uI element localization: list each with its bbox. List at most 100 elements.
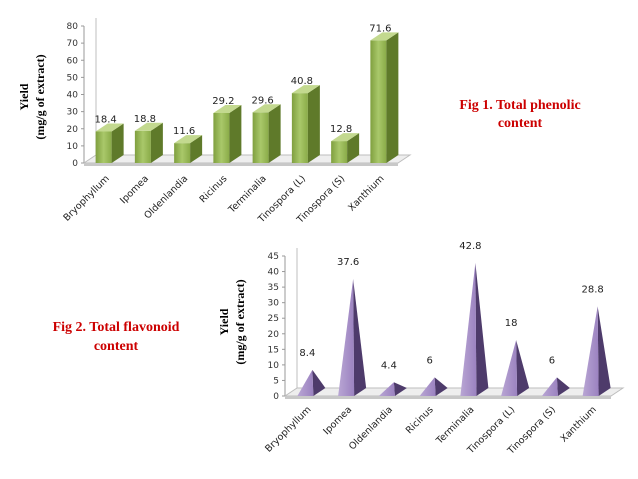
pyramid bbox=[297, 369, 314, 396]
chart2-ylabel-line1: Yield bbox=[217, 308, 231, 335]
category-label: Ipomea bbox=[118, 173, 151, 206]
pyramid bbox=[541, 377, 558, 396]
bar-side bbox=[150, 122, 163, 163]
pyramid-side bbox=[516, 340, 530, 396]
data-label: 8.4 bbox=[299, 348, 315, 359]
y-tick-label: 5 bbox=[273, 376, 279, 386]
bar-side bbox=[386, 32, 399, 164]
y-tick-label: 35 bbox=[268, 283, 279, 293]
category-label: Bryophyllum bbox=[61, 173, 111, 223]
chart-floor-edge bbox=[84, 163, 398, 166]
data-label: 6 bbox=[426, 355, 432, 366]
chart1-title-line2: content bbox=[498, 116, 543, 131]
chart2-pyramids bbox=[297, 262, 611, 396]
category-label: Ricinus bbox=[404, 404, 436, 436]
pyramid-side bbox=[393, 382, 407, 396]
y-tick-label: 20 bbox=[67, 125, 79, 135]
bar-top bbox=[370, 32, 399, 41]
bar bbox=[291, 93, 308, 163]
data-label: 37.6 bbox=[337, 257, 359, 268]
chart2-data-labels: 8.4 37.6 4.4 6 42.8 18 6 28.8 bbox=[299, 241, 603, 371]
data-label: 29.6 bbox=[251, 95, 273, 106]
pyramid bbox=[582, 306, 599, 396]
chart2-plot-area bbox=[283, 248, 625, 399]
y-tick-label: 45 bbox=[268, 252, 279, 262]
category-label: Xanthium bbox=[558, 404, 598, 444]
y-tick-label: 15 bbox=[268, 345, 279, 355]
data-label: 28.8 bbox=[581, 284, 603, 295]
chart1-data-labels: 18.4 18.8 11.6 29.2 29.6 40.8 12.8 71.6 bbox=[94, 23, 391, 137]
pyramid bbox=[501, 340, 518, 396]
chart2-ylabel-line2: (mg/g of extract) bbox=[233, 279, 247, 364]
data-label: 71.6 bbox=[369, 23, 391, 34]
chart-floor bbox=[283, 387, 625, 397]
bar bbox=[95, 131, 112, 163]
y-tick-label: 30 bbox=[67, 108, 79, 118]
data-label: 29.2 bbox=[212, 96, 234, 107]
bar bbox=[370, 40, 387, 164]
chart2-y-axis: 0 5 10 15 20 25 30 35 40 45 bbox=[268, 252, 285, 402]
category-label: Oldenlandia bbox=[347, 404, 395, 452]
bar bbox=[213, 112, 230, 163]
pyramid-side bbox=[434, 377, 448, 396]
bar-side bbox=[229, 104, 242, 163]
y-tick-label: 0 bbox=[273, 392, 279, 402]
bar-top bbox=[291, 85, 320, 94]
bar-side bbox=[347, 133, 360, 163]
bar-side bbox=[268, 104, 281, 163]
bar-top bbox=[331, 133, 360, 142]
y-tick-label: 60 bbox=[67, 56, 79, 66]
y-tick-label: 80 bbox=[67, 22, 79, 32]
chart-floor-edge bbox=[285, 396, 611, 399]
data-label: 11.6 bbox=[173, 126, 195, 137]
pyramid bbox=[460, 262, 477, 396]
bar-side bbox=[307, 85, 320, 163]
y-tick-label: 10 bbox=[67, 142, 79, 152]
y-tick-label: 20 bbox=[268, 330, 280, 340]
category-label: Bryophyllum bbox=[263, 404, 313, 454]
data-label: 18.4 bbox=[94, 114, 116, 125]
pyramid-side bbox=[597, 306, 611, 396]
pyramid-side bbox=[475, 262, 489, 396]
data-label: 42.8 bbox=[459, 241, 481, 252]
data-label: 40.8 bbox=[291, 76, 313, 87]
flavonoid-pyramid-chart: 0 5 10 15 20 25 30 35 40 45 8.4 37.6 4.4 6 42.8 18 6 28.… bbox=[53, 241, 625, 457]
category-label: Ipomea bbox=[321, 404, 354, 437]
data-label: 18.8 bbox=[134, 114, 156, 125]
y-tick-label: 70 bbox=[67, 39, 79, 49]
bar-side bbox=[111, 123, 124, 163]
phenolic-bar-chart: 0 10 20 30 40 50 60 70 80 18.4 18.8 11.6 29.2 29.6 40… bbox=[17, 18, 581, 226]
data-label: 6 bbox=[549, 355, 555, 366]
bar bbox=[331, 141, 348, 163]
bar bbox=[134, 130, 151, 163]
chart1-y-axis: 0 10 20 30 40 50 60 70 80 bbox=[67, 22, 84, 169]
chart2-title-line2: content bbox=[94, 339, 139, 354]
data-label: 12.8 bbox=[330, 124, 352, 135]
bar bbox=[174, 143, 191, 163]
bar-top bbox=[213, 104, 242, 113]
y-tick-label: 40 bbox=[67, 91, 79, 101]
bar-top bbox=[252, 104, 281, 113]
pyramid bbox=[378, 382, 395, 396]
chart2-title-line1: Fig 2. Total flavonoid bbox=[53, 320, 180, 335]
chart1-bars bbox=[95, 32, 399, 164]
category-label: Xanthium bbox=[346, 173, 386, 213]
y-tick-label: 30 bbox=[268, 299, 280, 309]
data-label: 4.4 bbox=[381, 360, 397, 371]
y-tick-label: 50 bbox=[67, 73, 79, 83]
chart1-ylabel-line2: (mg/g of extract) bbox=[33, 54, 47, 139]
category-label: Terminalia bbox=[434, 404, 477, 447]
category-label: Ricinus bbox=[198, 173, 230, 205]
bar-side bbox=[190, 135, 203, 163]
chart1-plot-area bbox=[82, 18, 412, 166]
pyramid-side bbox=[353, 279, 367, 396]
category-label: Terminalia bbox=[226, 173, 269, 216]
pyramid bbox=[419, 377, 436, 396]
pyramid-side bbox=[556, 377, 570, 396]
bar-top bbox=[95, 123, 124, 132]
bar-top bbox=[134, 122, 163, 131]
chart1-ylabel-line1: Yield bbox=[17, 83, 31, 110]
bar-top bbox=[174, 135, 203, 144]
